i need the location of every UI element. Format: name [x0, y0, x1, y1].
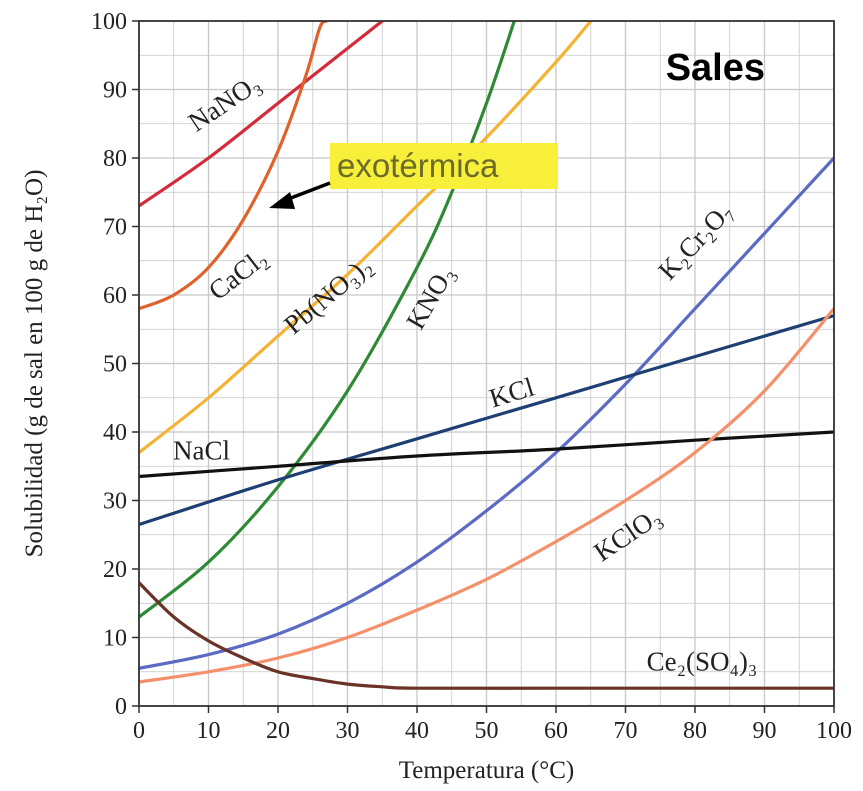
series-group: [139, 21, 834, 690]
annotation-text: exotérmica: [337, 147, 499, 184]
series-label-nacl: NaCl: [173, 435, 230, 465]
x-tick-label: 70: [614, 718, 638, 744]
x-tick-label: 50: [475, 718, 499, 744]
x-tick-label: 40: [405, 718, 429, 744]
y-tick-label: 50: [103, 352, 127, 378]
series-line-nano: [139, 21, 384, 208]
y-tick-label: 40: [103, 420, 127, 446]
y-axis-label: Solubilidad (g de sal en 100 g de H₂O): [21, 170, 48, 558]
series-line-kno: [139, 21, 516, 619]
annotation-arrow-head: [269, 191, 296, 209]
annotation-highlight: [330, 143, 558, 189]
x-tick-label: 20: [266, 718, 290, 744]
y-tick-label: 10: [103, 626, 127, 652]
y-tick-label: 60: [103, 283, 127, 309]
y-tick-label: 0: [115, 694, 127, 720]
series-line-cacl: [139, 21, 329, 311]
x-axis-label: Temperatura (°C): [399, 757, 575, 784]
y-tick-label: 70: [103, 215, 127, 241]
x-tick-label: 30: [336, 718, 360, 744]
series-line-k-cr-o: [139, 156, 834, 670]
x-tick-label: 0: [133, 718, 145, 744]
series-line-kclo: [139, 307, 834, 684]
x-tick-label: 60: [544, 718, 568, 744]
series-line-ce-so: [139, 581, 834, 690]
ticks: 0 10 20 30 40 50 60 70 80 90 100 0 10 20 30 40 50 60 70 80 9…: [91, 9, 852, 744]
y-tick-label: 80: [103, 146, 127, 172]
x-tick-label: 100: [816, 718, 852, 744]
grid: [138, 20, 835, 707]
y-tick-label: 20: [103, 557, 127, 583]
x-tick-label: 80: [683, 718, 707, 744]
x-tick-label: 90: [753, 718, 777, 744]
y-tick-label: 90: [103, 78, 127, 104]
y-tick-label: 100: [91, 9, 127, 35]
annotation: exotérmica: [269, 143, 558, 209]
series-label-ce-so: Ce₂(SO₄)₃: [647, 646, 758, 676]
x-tick-label: 10: [197, 718, 221, 744]
chart-title: Sales: [666, 47, 765, 89]
y-tick-label: 30: [103, 489, 127, 515]
series-line-kcl: [139, 314, 834, 527]
series-line-pb-no: [139, 21, 593, 455]
